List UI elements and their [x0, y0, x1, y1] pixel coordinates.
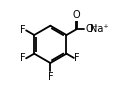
- Text: F: F: [74, 53, 80, 63]
- Text: O: O: [72, 10, 80, 20]
- Text: F: F: [20, 53, 26, 63]
- Text: O⁻: O⁻: [85, 24, 98, 34]
- Text: F: F: [20, 25, 26, 35]
- Text: F: F: [48, 71, 53, 82]
- Text: Na⁺: Na⁺: [90, 24, 109, 34]
